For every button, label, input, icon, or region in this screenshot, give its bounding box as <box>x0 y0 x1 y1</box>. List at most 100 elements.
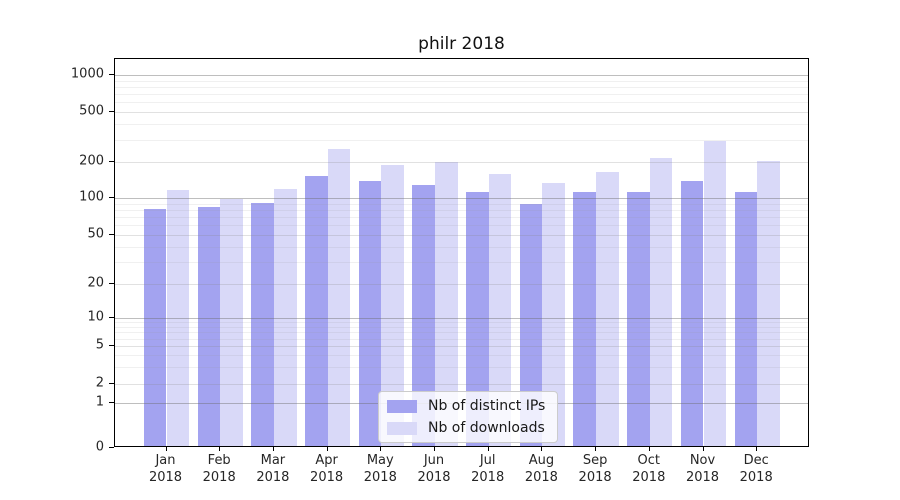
bar-distinct-ips-may <box>358 181 382 446</box>
gridline-500 <box>115 111 808 113</box>
x-tick-label-jan: Jan 2018 <box>148 453 183 485</box>
legend-label-distinct-ips: Nb of distinct IPs <box>428 398 546 414</box>
y-tick-mark <box>109 345 114 346</box>
chart-title: philr 2018 <box>418 34 505 54</box>
bar-downloads-aug <box>542 183 566 446</box>
x-tick-mark <box>595 447 597 451</box>
gridline-700 <box>115 93 808 95</box>
legend-row-downloads: Nb of downloads <box>387 420 545 436</box>
gridline-80 <box>115 210 808 212</box>
y-tick-mark <box>109 316 114 318</box>
x-tick-label-nov: Nov 2018 <box>685 453 720 485</box>
bar-downloads-nov <box>703 141 727 446</box>
y-tick-label-2: 2 <box>95 375 104 391</box>
y-tick-label-5: 5 <box>95 337 104 353</box>
x-tick-label-jun: Jun 2018 <box>417 453 451 485</box>
gridline-900 <box>115 80 808 82</box>
y-tick-label-50: 50 <box>87 226 104 242</box>
x-tick-mark <box>165 447 167 451</box>
bar-downloads-apr <box>327 148 351 446</box>
grid-layer <box>115 59 808 446</box>
y-tick-mark <box>109 447 114 448</box>
y-tick-mark <box>109 110 114 112</box>
gridline-300 <box>115 139 808 141</box>
y-tick-mark <box>109 234 114 235</box>
y-tick-mark <box>109 197 114 199</box>
gridline-6 <box>115 338 808 340</box>
x-tick-label-sep: Sep 2018 <box>578 453 612 485</box>
gridline-9 <box>115 322 808 323</box>
bar-distinct-ips-jun <box>412 184 435 446</box>
y-tick-mark <box>109 401 114 403</box>
gridline-8 <box>115 326 808 328</box>
legend: Nb of distinct IPs Nb of downloads <box>378 391 559 443</box>
x-tick-label-mar: Mar 2018 <box>256 453 290 485</box>
bar-downloads-may <box>381 165 404 446</box>
x-tick-mark <box>648 447 650 451</box>
y-tick-label-10: 10 <box>87 309 104 325</box>
plot-area <box>114 58 809 447</box>
gridline-4 <box>115 355 808 357</box>
gridline-7 <box>115 332 808 334</box>
y-tick-label-0: 0 <box>95 439 104 455</box>
legend-swatch-downloads-icon <box>387 421 417 435</box>
y-tick-label-100: 100 <box>79 189 104 205</box>
gridline-100 <box>115 198 808 200</box>
x-tick-mark <box>702 447 704 451</box>
bar-downloads-oct <box>649 158 673 446</box>
gridline-800 <box>115 86 808 88</box>
bar-distinct-ips-nov <box>680 181 704 446</box>
bar-downloads-sep <box>596 172 619 446</box>
bar-downloads-feb <box>220 199 243 446</box>
gridline-5 <box>115 346 808 347</box>
y-tick-mark <box>109 74 114 75</box>
x-tick-mark <box>487 447 489 451</box>
gridline-40 <box>115 246 808 248</box>
y-tick-label-20: 20 <box>87 275 104 291</box>
x-tick-label-aug: Aug 2018 <box>524 453 558 485</box>
x-tick-label-apr: Apr 2018 <box>310 453 344 485</box>
bars-layer <box>115 59 808 446</box>
bar-downloads-jun <box>435 161 458 446</box>
y-tick-mark <box>109 282 114 284</box>
bar-distinct-ips-jul <box>466 191 489 446</box>
bar-distinct-ips-jan <box>143 209 167 446</box>
legend-swatch-distinct-ips-icon <box>387 399 417 413</box>
gridline-10 <box>115 317 808 319</box>
gridline-2 <box>115 383 808 385</box>
bar-distinct-ips-oct <box>627 192 650 446</box>
bar-downloads-jan <box>166 189 190 446</box>
x-tick-mark <box>219 447 221 451</box>
bar-distinct-ips-feb <box>197 206 221 446</box>
x-tick-mark <box>380 447 382 451</box>
y-tick-label-200: 200 <box>79 153 104 169</box>
y-tick-label-1: 1 <box>95 394 104 410</box>
x-tick-mark <box>434 447 435 451</box>
bar-distinct-ips-dec <box>734 191 758 446</box>
gridline-90 <box>115 203 808 205</box>
gridline-1000 <box>115 75 808 76</box>
bar-downloads-dec <box>757 161 780 446</box>
x-tick-label-dec: Dec 2018 <box>739 453 773 485</box>
gridline-60 <box>115 225 808 227</box>
x-tick-label-jul: Jul 2018 <box>471 453 505 485</box>
gridline-600 <box>115 102 808 104</box>
gridline-50 <box>115 235 808 236</box>
x-tick-mark <box>541 447 543 451</box>
x-tick-mark <box>272 447 274 451</box>
gridline-3 <box>115 367 808 368</box>
bar-distinct-ips-apr <box>304 176 328 446</box>
gridline-200 <box>115 161 808 163</box>
bar-downloads-jul <box>488 174 512 446</box>
legend-row-distinct-ips: Nb of distinct IPs <box>387 398 545 414</box>
bar-distinct-ips-mar <box>251 203 274 446</box>
x-tick-label-feb: Feb 2018 <box>202 453 236 485</box>
gridline-20 <box>115 283 808 285</box>
gridline-70 <box>115 217 808 219</box>
gridline-400 <box>115 123 808 125</box>
legend-label-downloads: Nb of downloads <box>428 420 545 436</box>
x-tick-mark <box>326 447 328 451</box>
y-tick-label-500: 500 <box>79 103 104 119</box>
x-tick-label-oct: Oct 2018 <box>632 453 666 485</box>
